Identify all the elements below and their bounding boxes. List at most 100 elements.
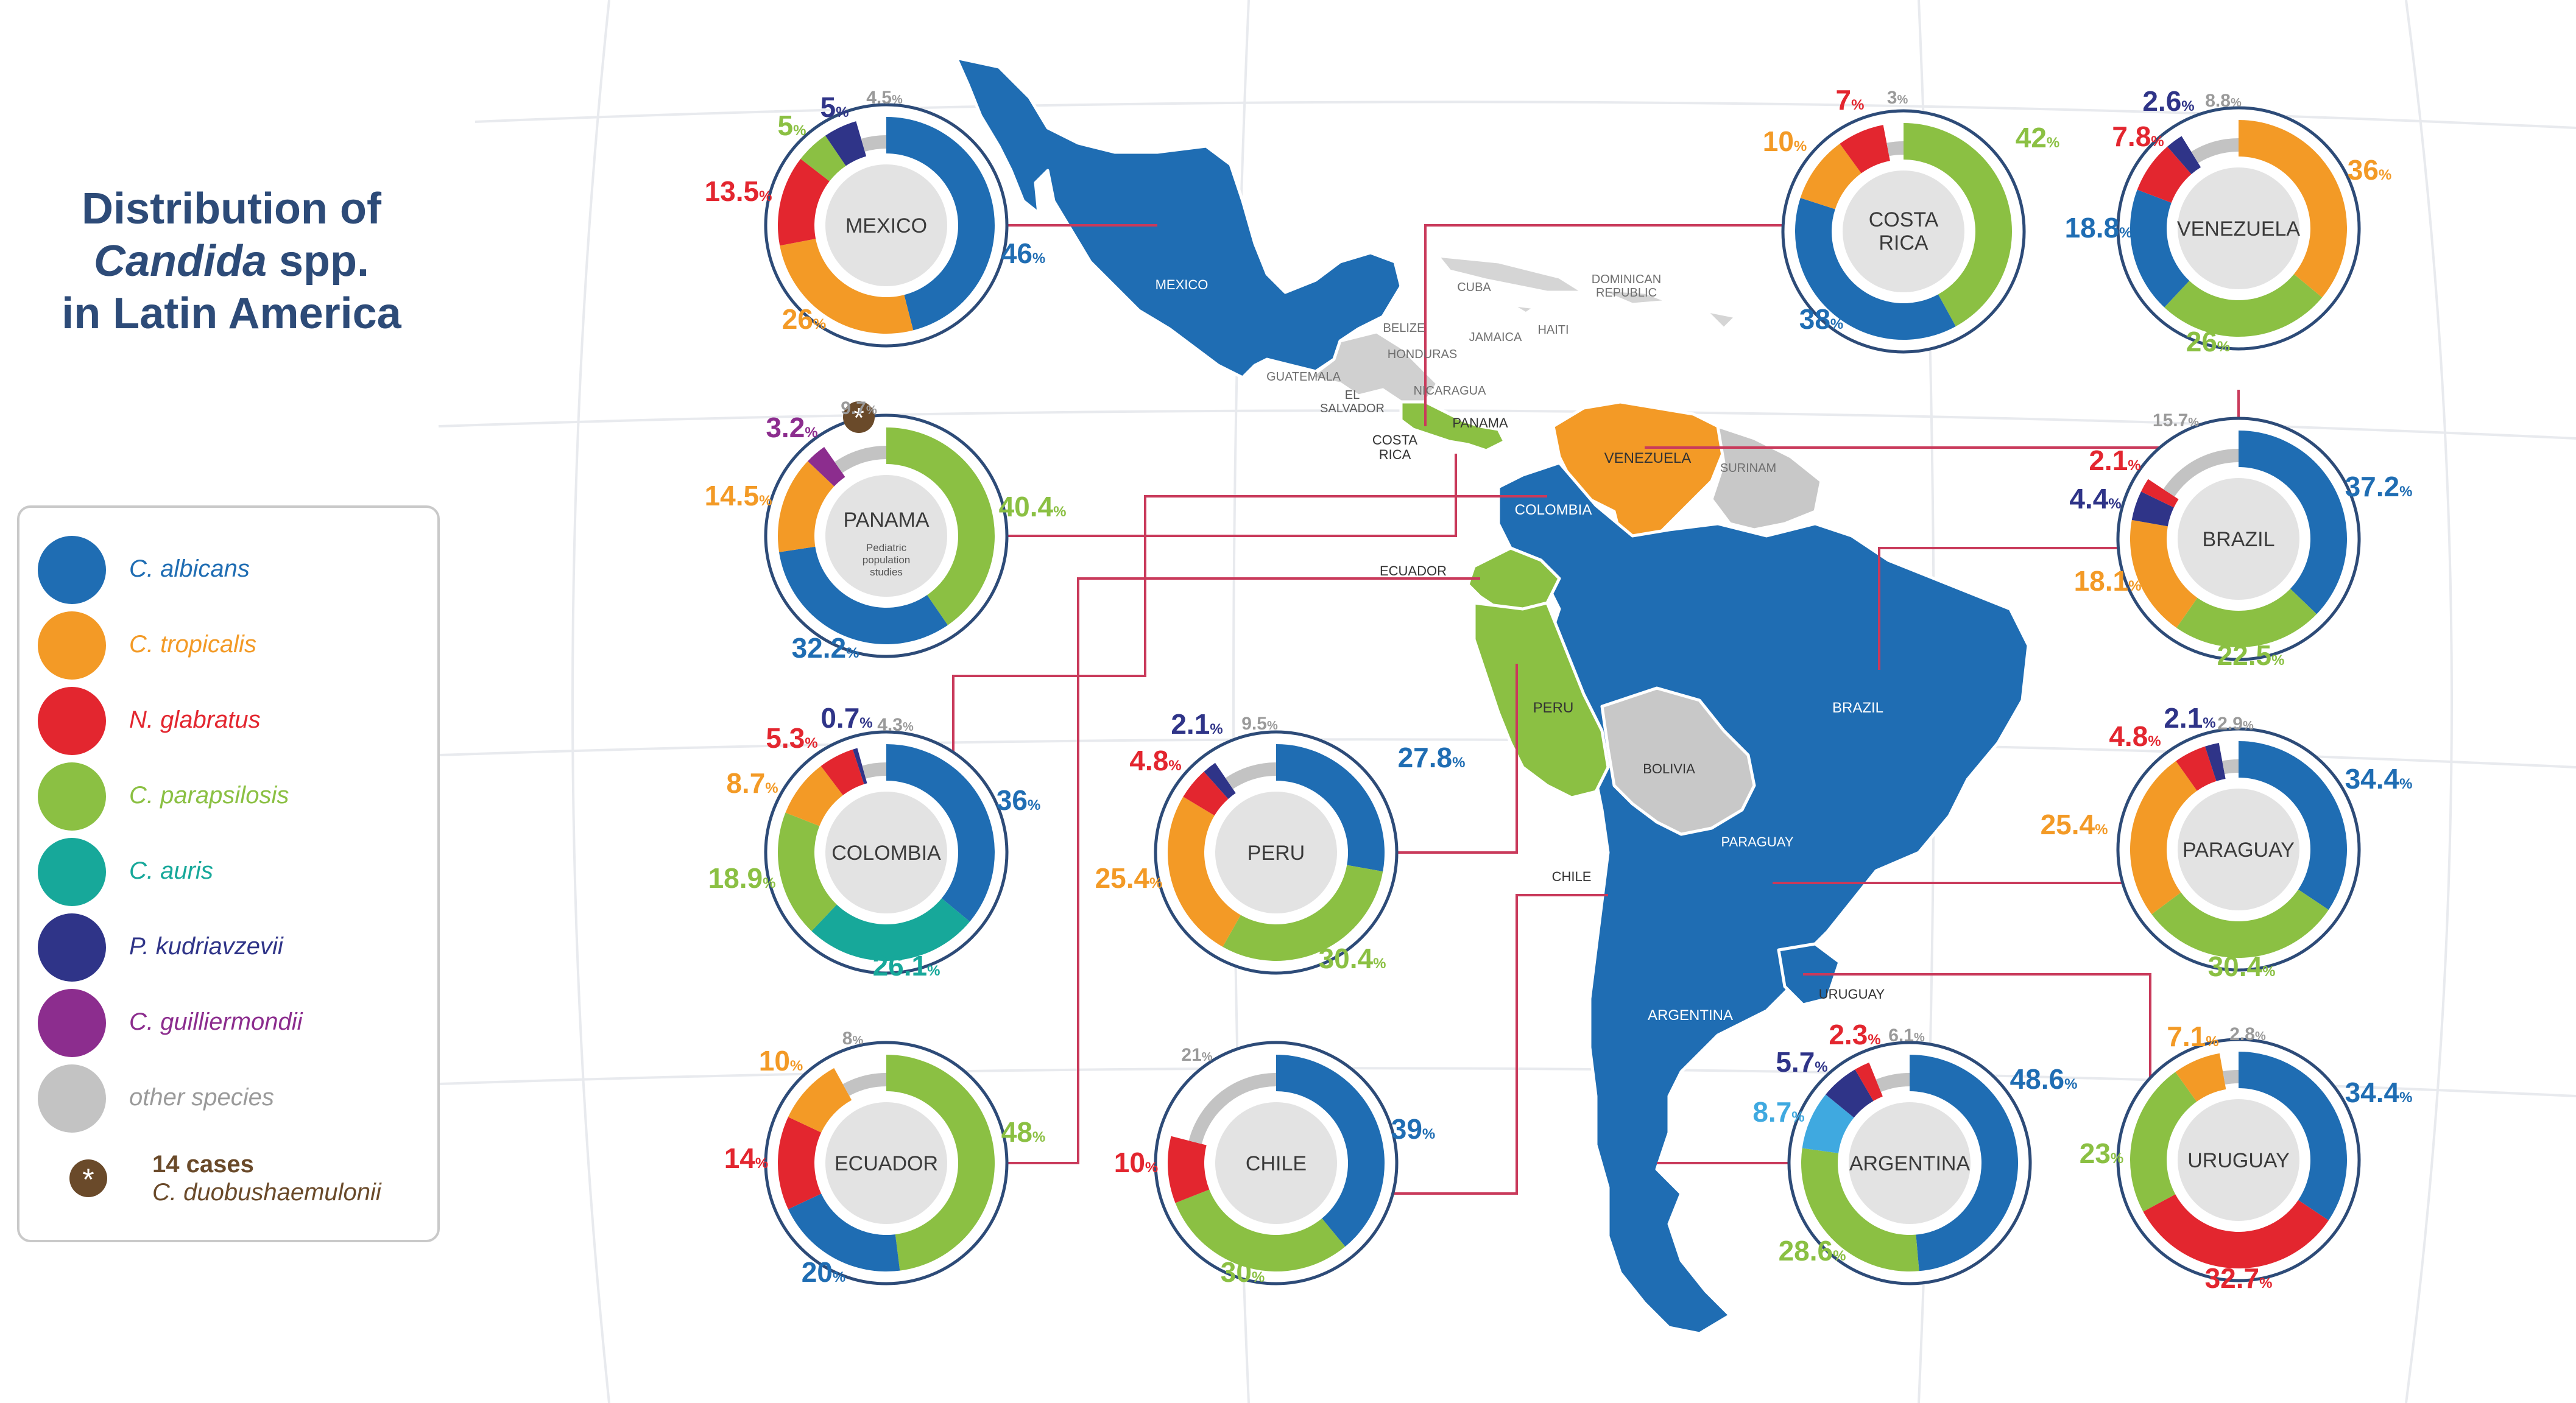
donut-segment bbox=[2176, 588, 2317, 647]
legend-label: C. tropicalis bbox=[129, 631, 256, 658]
data-label: 23% bbox=[2080, 1138, 2124, 1169]
data-label: 3% bbox=[1887, 88, 1908, 108]
legend-swatch bbox=[38, 536, 106, 604]
donut-mexico: MEXICO 46% 26% 13.5% 5% 5% 4.5% bbox=[705, 88, 1045, 348]
donut-segment bbox=[785, 765, 843, 826]
data-label: 18.8% bbox=[2065, 212, 2133, 244]
donut-center bbox=[1843, 171, 1964, 292]
legend-label: C. guilliermondii bbox=[129, 1008, 303, 1035]
donut-segment bbox=[1876, 1073, 1910, 1092]
legend-item: C. tropicalis bbox=[38, 611, 415, 680]
data-label: 42% bbox=[2016, 122, 2060, 153]
connector-lines bbox=[952, 224, 2240, 1195]
donut-segment bbox=[2191, 138, 2239, 163]
data-label: 22.5% bbox=[2217, 639, 2285, 671]
map-label: PARAGUAY bbox=[1721, 834, 1794, 849]
title-spp: spp. bbox=[267, 237, 370, 286]
donut-segment bbox=[1886, 141, 1904, 156]
donut-colombia: COLOMBIA 36% 26.1% 18.9% 8.7% 5.3%0.7% 4.3% bbox=[708, 702, 1041, 982]
legend-item: C. guilliermondii bbox=[38, 989, 415, 1057]
donut-segment bbox=[2130, 761, 2197, 915]
chart-title: Distribution of Candida spp. in Latin Am… bbox=[24, 183, 439, 340]
data-label: 4.4% bbox=[2069, 483, 2121, 515]
data-label: 2.1% bbox=[1171, 708, 1223, 740]
data-label: 5.3% bbox=[766, 722, 817, 754]
donut-segment bbox=[788, 1194, 900, 1271]
connector-line bbox=[952, 495, 1547, 761]
legend-swatch bbox=[38, 762, 106, 831]
donut-segment bbox=[1168, 796, 1241, 947]
donut-segment bbox=[2164, 274, 2323, 337]
donut-segment bbox=[886, 117, 995, 331]
donut-segment bbox=[1840, 125, 1890, 174]
connector-line bbox=[1878, 547, 2150, 670]
data-label: 26% bbox=[782, 303, 827, 335]
legend-swatch bbox=[38, 989, 106, 1057]
donut-segment bbox=[2222, 759, 2239, 775]
connector-line bbox=[990, 577, 1480, 1164]
donut-brazil: BRAZIL 37.2% 22.5% 18.1% 4.4% 2.1% 15.7% bbox=[2069, 410, 2412, 671]
asterisk-icon: * bbox=[853, 402, 864, 434]
data-label: 4.8% bbox=[1129, 745, 1181, 776]
legend-label: C. auris bbox=[129, 857, 213, 884]
data-label: 28.6% bbox=[1779, 1235, 1846, 1267]
data-label: 4.3% bbox=[877, 715, 914, 735]
donut-segment bbox=[2223, 1070, 2239, 1085]
map-label: CUBA bbox=[1457, 281, 1491, 294]
data-label: 26.1% bbox=[873, 950, 940, 982]
donut-segment bbox=[808, 447, 845, 487]
donut-segment bbox=[861, 135, 886, 152]
donut-country-label: COLOMBIA bbox=[831, 842, 941, 865]
data-label: 38% bbox=[1799, 303, 1844, 335]
data-label: 30.4% bbox=[2208, 951, 2276, 982]
donut-segment bbox=[1276, 1055, 1385, 1247]
map-label: COSTA RICA bbox=[1372, 432, 1417, 462]
data-label: 34.4% bbox=[2345, 1077, 2413, 1108]
data-label: 36% bbox=[997, 784, 1041, 816]
donut-center bbox=[825, 1102, 947, 1224]
legend-swatch bbox=[38, 1064, 106, 1133]
caribbean-shape bbox=[1436, 254, 1738, 331]
data-label: 30% bbox=[1221, 1256, 1265, 1288]
data-label: 7.1% bbox=[2167, 1021, 2218, 1052]
donut-center bbox=[2178, 1099, 2299, 1221]
donut-charts: MEXICO 46% 26% 13.5% 5% 5% 4.5% COSTA RICA 42% 38%… bbox=[705, 84, 2413, 1294]
legend-item: N. glabratus bbox=[38, 687, 415, 755]
legend-item: other species bbox=[38, 1064, 415, 1133]
asterisk-marker bbox=[843, 401, 875, 433]
donut-panama: PANAMA Pediatric population studies * 40.4% 32… bbox=[705, 398, 1067, 664]
bolivia-shape bbox=[1600, 686, 1756, 836]
donut-segment bbox=[777, 158, 830, 246]
mexico-shape bbox=[955, 56, 1403, 379]
map-label: URUGUAY bbox=[1819, 986, 1885, 1002]
donut-country-label: PERU bbox=[1247, 842, 1305, 865]
donut-segment bbox=[2167, 136, 2201, 174]
donut-country-label: PANAMA bbox=[843, 508, 929, 532]
data-label: 7% bbox=[1836, 84, 1865, 116]
title-line2: Candida spp. bbox=[24, 235, 439, 287]
data-label: 48% bbox=[1001, 1116, 1046, 1148]
donut-segment bbox=[1795, 197, 1956, 340]
guianas-shape bbox=[1710, 424, 1823, 532]
donut-uruguay: URUGUAY 34.4% 32.7% 23% 7.1% 2.8% bbox=[2080, 1021, 2413, 1294]
title-line3: in Latin America bbox=[62, 289, 401, 338]
donut-center bbox=[825, 475, 947, 597]
costa-rica-panama-shape bbox=[1399, 400, 1506, 452]
legend-special-cases: 14 cases bbox=[152, 1151, 254, 1178]
donut-segment bbox=[1225, 762, 1276, 789]
map-label: NICARAGUA bbox=[1414, 384, 1487, 398]
data-label: 21% bbox=[1181, 1045, 1212, 1065]
data-label: 4.5% bbox=[866, 88, 903, 108]
donut-segment bbox=[800, 135, 846, 181]
donut-costa-rica: COSTA RICA 42% 38% 10% 7% 3% bbox=[1763, 84, 2060, 354]
data-label: 2.1% bbox=[2089, 445, 2140, 476]
data-label: 8% bbox=[842, 1029, 864, 1049]
donut-segment bbox=[862, 762, 886, 779]
country-shapes bbox=[955, 56, 2030, 1335]
map-label: BELIZE bbox=[1383, 322, 1425, 335]
legend-label: other species bbox=[129, 1084, 274, 1111]
donut-segment bbox=[2239, 120, 2347, 298]
legend-item: C. auris bbox=[38, 838, 415, 906]
data-label: 7.8% bbox=[2112, 121, 2164, 152]
